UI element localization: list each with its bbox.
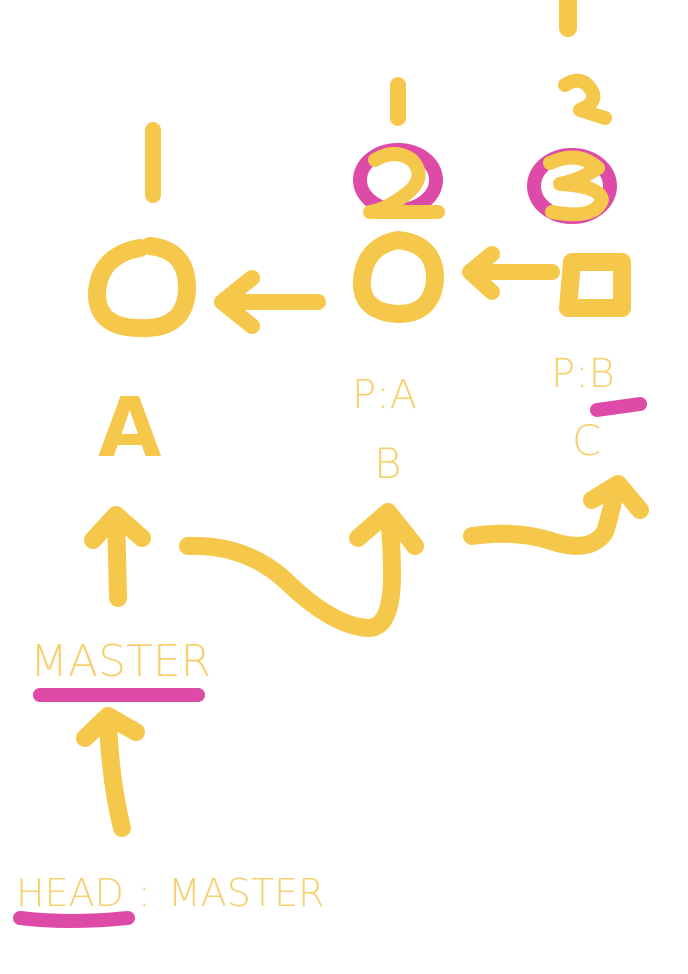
arrow-master-to-a	[84, 506, 151, 607]
commit-a-node	[88, 237, 196, 338]
commit-b-node	[352, 231, 444, 323]
commit-b-parent-label: P:A	[352, 372, 417, 418]
commit-c-letter: C	[572, 416, 602, 465]
commit-c-parent-label: P:B	[551, 351, 615, 397]
commit-c-pink-dash	[590, 397, 647, 417]
head-underline	[13, 911, 135, 928]
commit-a-letter: A	[98, 381, 162, 476]
commit-b-number-glyph	[363, 147, 445, 219]
curve-arrow-a-to-b	[179, 503, 424, 637]
commit-b-letter: B	[374, 439, 402, 488]
arrow-c-to-b	[462, 246, 560, 300]
head-target-label: MASTER	[168, 871, 325, 915]
head-label: HEAD	[16, 871, 124, 915]
arrow-b-to-a	[214, 270, 326, 334]
commit-c-number-3-glyph	[543, 150, 609, 222]
commit-c-node	[559, 253, 631, 317]
commit-c-number-2-glyph	[558, 73, 612, 125]
head-separator: :	[138, 871, 151, 915]
branch-master-label: MASTER	[30, 636, 212, 687]
curve-arrow-b-to-c	[463, 475, 649, 555]
arrow-head-to-master	[76, 707, 145, 837]
